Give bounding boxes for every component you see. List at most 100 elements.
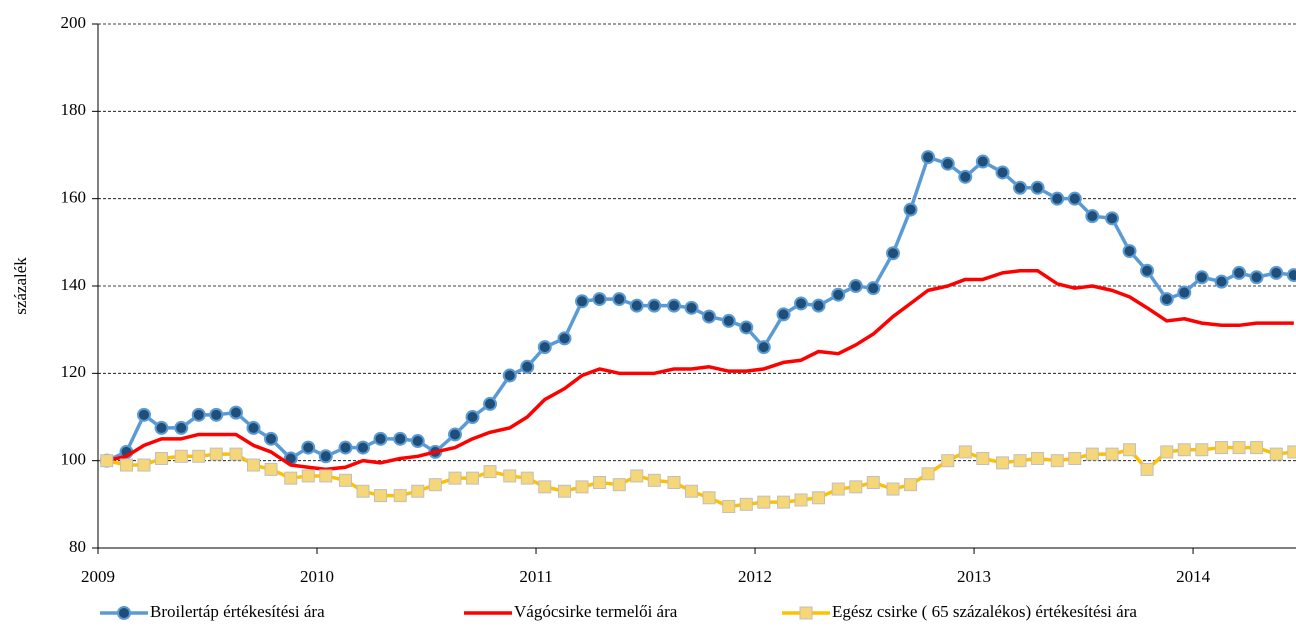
data-point bbox=[447, 427, 462, 442]
data-point bbox=[629, 298, 644, 313]
data-point bbox=[209, 447, 223, 461]
data-point bbox=[246, 420, 261, 435]
data-point bbox=[776, 307, 791, 322]
data-point bbox=[557, 484, 571, 498]
data-point bbox=[373, 431, 388, 446]
x-tick-label: 2010 bbox=[300, 567, 334, 586]
data-point bbox=[1050, 454, 1064, 468]
data-point bbox=[975, 154, 990, 169]
y-tick-label: 120 bbox=[61, 362, 87, 381]
data-point bbox=[1269, 265, 1284, 280]
y-axis-label: százalék bbox=[11, 257, 30, 315]
y-tick-label: 100 bbox=[61, 450, 87, 469]
data-point bbox=[174, 449, 188, 463]
data-point bbox=[904, 478, 918, 492]
data-point bbox=[831, 287, 846, 302]
data-point bbox=[940, 156, 955, 171]
data-point bbox=[1194, 270, 1209, 285]
data-point bbox=[284, 471, 298, 485]
data-point bbox=[630, 469, 644, 483]
data-point bbox=[777, 495, 791, 509]
data-point bbox=[1031, 451, 1045, 465]
data-point bbox=[794, 493, 808, 507]
data-point bbox=[520, 359, 535, 374]
data-point bbox=[739, 497, 753, 511]
data-point bbox=[338, 473, 352, 487]
x-tick-label: 2013 bbox=[957, 567, 991, 586]
data-point bbox=[958, 169, 973, 184]
y-tick-label: 140 bbox=[61, 275, 87, 294]
data-point bbox=[1159, 292, 1174, 307]
data-point bbox=[191, 407, 206, 422]
data-point bbox=[557, 331, 572, 346]
data-point bbox=[1105, 211, 1120, 226]
data-point bbox=[667, 476, 681, 489]
data-point bbox=[1249, 270, 1264, 285]
series-line bbox=[106, 268, 1294, 472]
data-point bbox=[1250, 441, 1264, 455]
data-point bbox=[1269, 447, 1283, 461]
data-point bbox=[483, 396, 498, 411]
data-point bbox=[866, 476, 880, 489]
x-tick-label: 2011 bbox=[519, 567, 552, 586]
data-point bbox=[575, 480, 589, 494]
data-point bbox=[1287, 445, 1296, 459]
data-point bbox=[1232, 265, 1247, 280]
data-point bbox=[1067, 191, 1082, 206]
data-point bbox=[209, 407, 224, 422]
data-point bbox=[575, 294, 590, 309]
data-point bbox=[849, 480, 863, 494]
data-point bbox=[1085, 209, 1100, 224]
data-point bbox=[1215, 441, 1229, 455]
data-point bbox=[356, 440, 371, 455]
data-point bbox=[503, 469, 517, 483]
data-point bbox=[921, 150, 936, 165]
data-point bbox=[229, 447, 243, 461]
data-point bbox=[228, 405, 243, 420]
data-point bbox=[976, 451, 990, 465]
data-point bbox=[174, 420, 189, 435]
data-point bbox=[154, 420, 169, 435]
data-point bbox=[428, 478, 442, 492]
data-point bbox=[612, 292, 627, 307]
data-point bbox=[264, 462, 278, 476]
data-point bbox=[520, 471, 534, 485]
data-point bbox=[1160, 445, 1174, 459]
data-point bbox=[739, 320, 754, 335]
data-point bbox=[319, 469, 333, 483]
data-point bbox=[1177, 285, 1192, 300]
data-point bbox=[684, 300, 699, 315]
data-point bbox=[647, 298, 662, 313]
data-point bbox=[466, 471, 480, 485]
data-point bbox=[812, 491, 826, 505]
data-point bbox=[448, 471, 462, 485]
data-point bbox=[119, 458, 133, 472]
data-point bbox=[886, 246, 901, 261]
data-point bbox=[393, 489, 407, 503]
x-tick-label: 2009 bbox=[81, 567, 115, 586]
data-point bbox=[702, 309, 717, 324]
data-point bbox=[502, 368, 517, 383]
data-point bbox=[757, 495, 771, 509]
data-point bbox=[1214, 274, 1229, 289]
data-point bbox=[667, 298, 682, 313]
data-point bbox=[811, 298, 826, 313]
data-point bbox=[866, 281, 881, 296]
legend-label: Vágócsirke termelői ára bbox=[514, 602, 678, 621]
data-point bbox=[1177, 443, 1191, 457]
data-point bbox=[794, 296, 809, 311]
y-tick-label: 200 bbox=[61, 13, 87, 32]
data-point bbox=[848, 279, 863, 293]
data-point bbox=[264, 431, 279, 446]
data-point bbox=[538, 480, 552, 494]
data-point bbox=[1232, 441, 1246, 455]
data-point bbox=[995, 165, 1010, 180]
data-point bbox=[338, 440, 353, 455]
data-point bbox=[301, 440, 316, 455]
legend-marker bbox=[117, 606, 131, 620]
data-point bbox=[410, 434, 425, 449]
data-point bbox=[1085, 447, 1099, 461]
data-point bbox=[647, 473, 661, 487]
y-tick-label: 160 bbox=[61, 188, 87, 207]
